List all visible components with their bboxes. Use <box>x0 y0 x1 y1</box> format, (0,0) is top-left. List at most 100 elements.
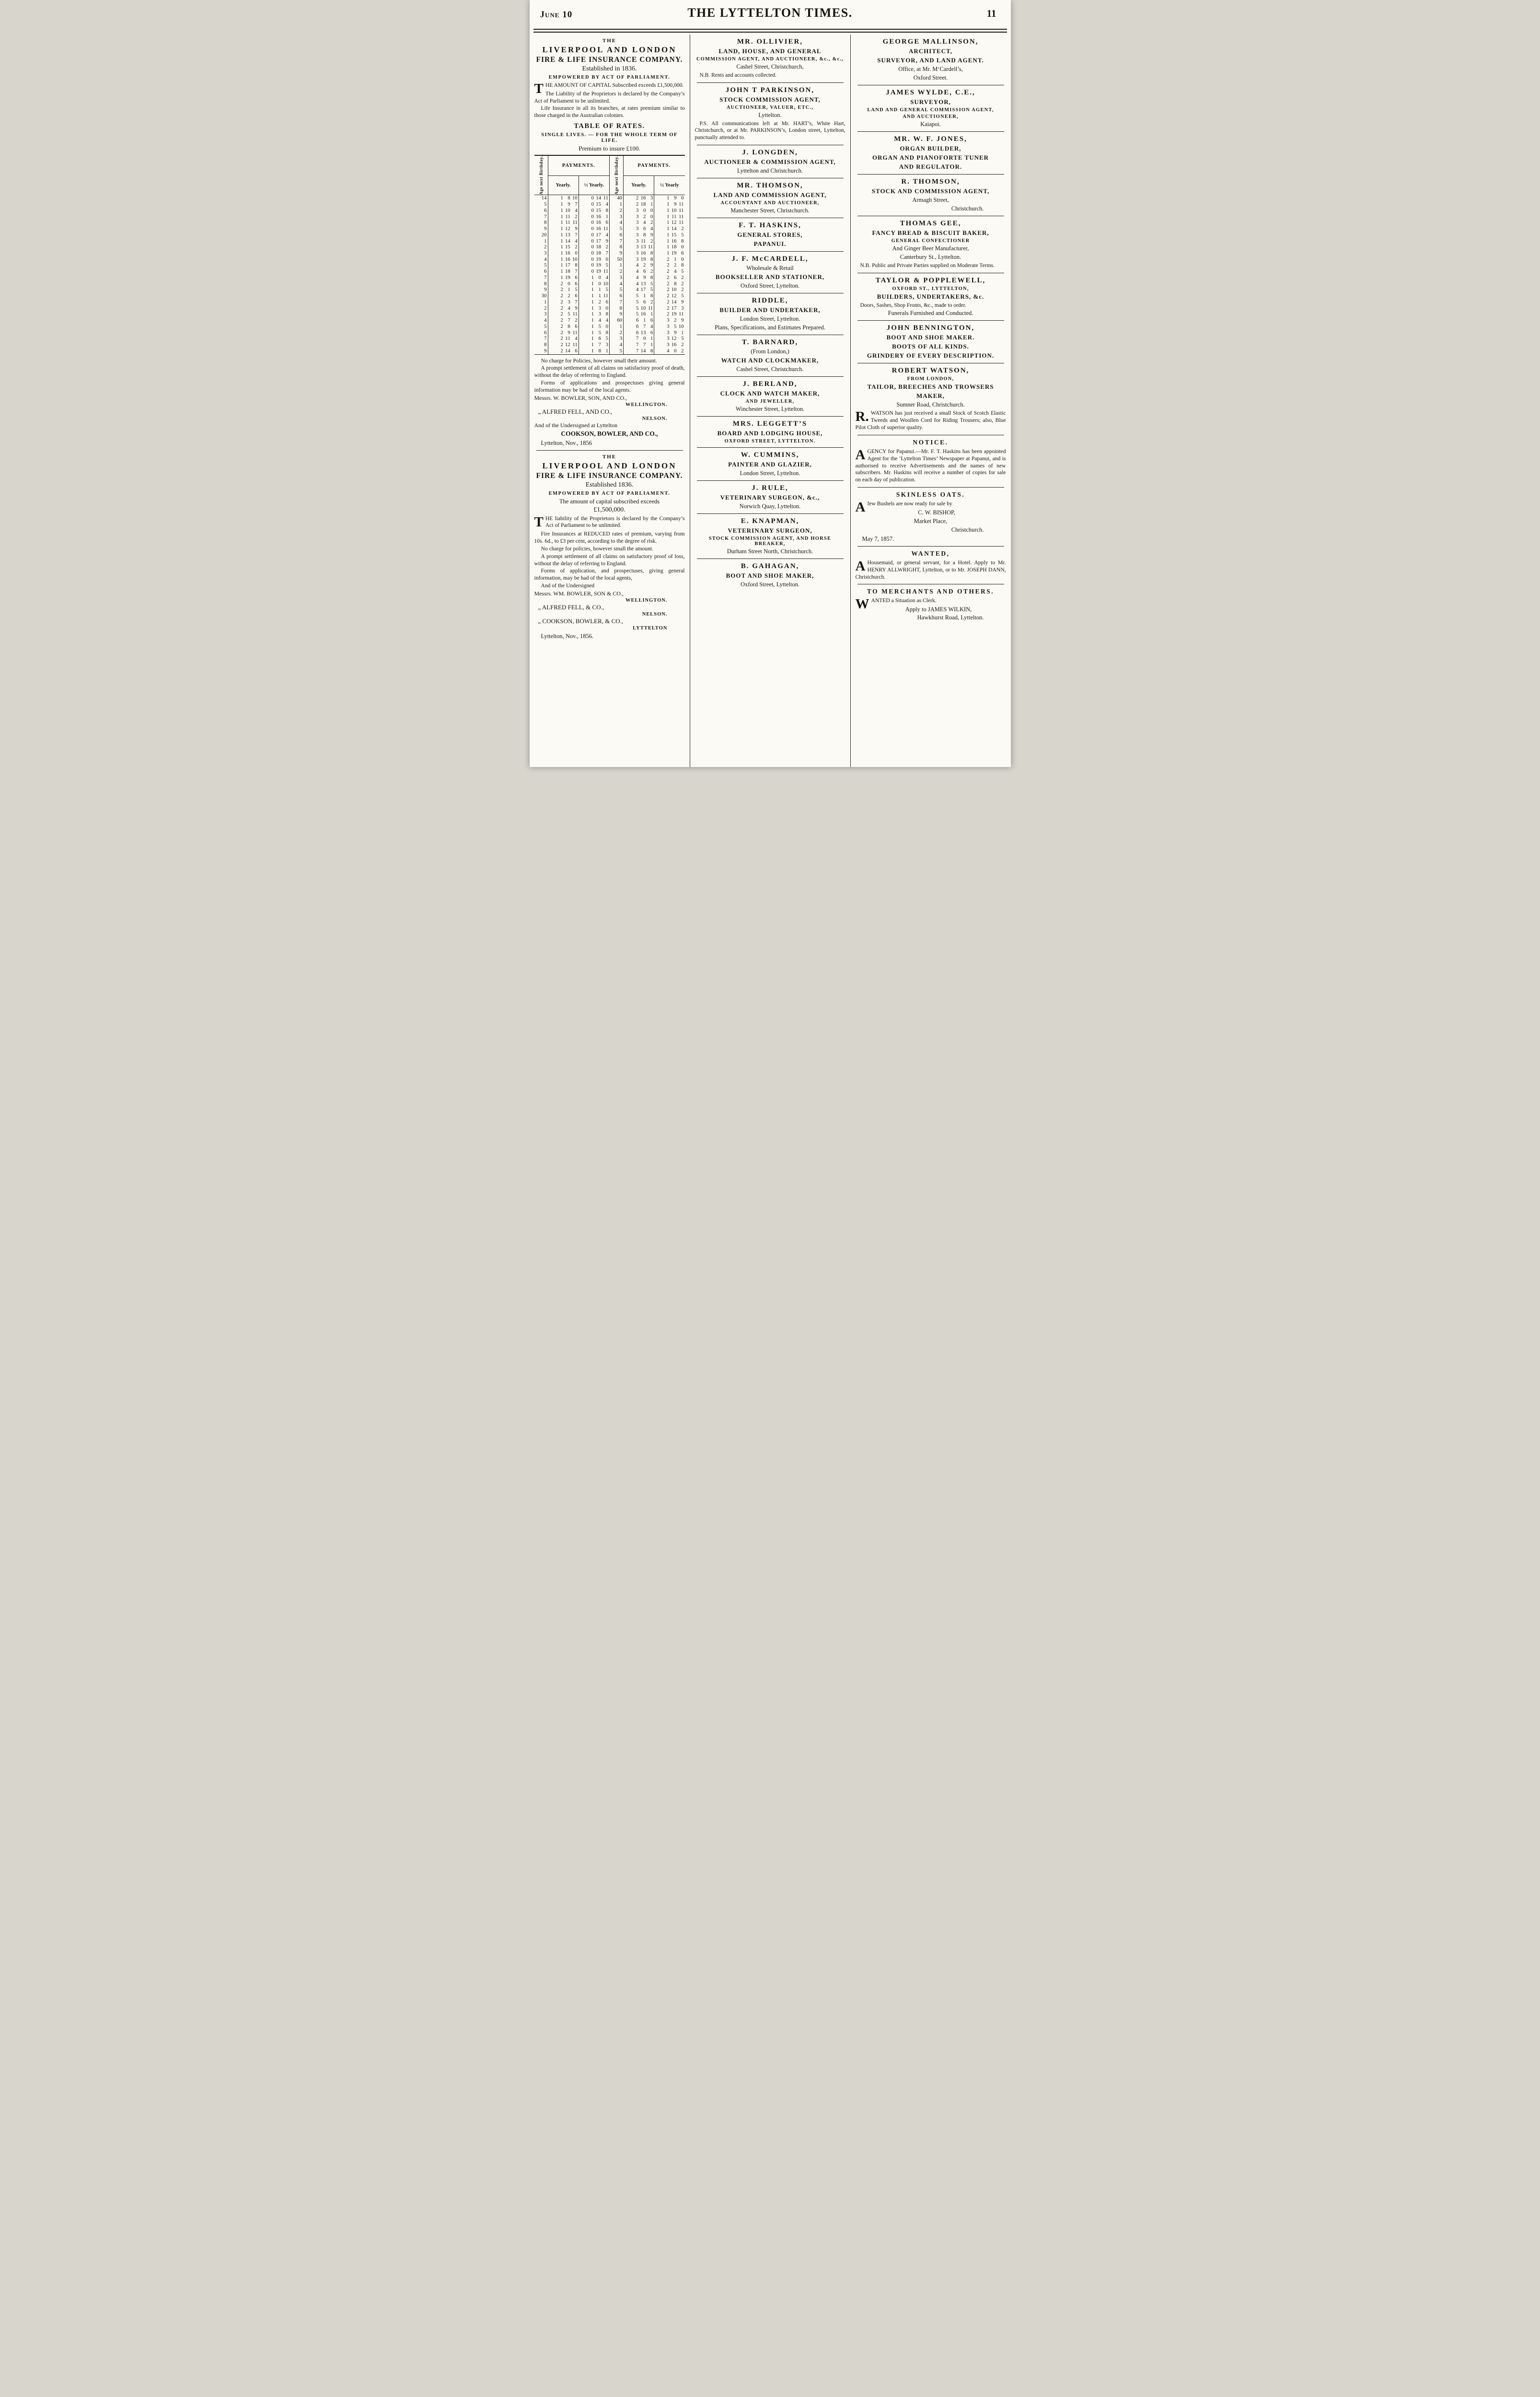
rates-cell: 1 14 2 <box>654 226 685 232</box>
rates-cell: 9 <box>609 311 624 318</box>
ad-line: Durham Street North, Christchurch. <box>727 547 813 555</box>
rates-cell: 1 10 11 <box>654 207 685 214</box>
rates-figure: 8 <box>650 250 653 256</box>
rates-figure: 2 <box>560 317 563 324</box>
rates-figure: 15 <box>671 232 677 238</box>
rates-cell: 6 <box>609 232 624 238</box>
rates-figure: 1 <box>591 280 594 287</box>
rates-figure: 8 <box>643 232 646 238</box>
rates-cell: 9 <box>544 348 547 354</box>
ad-line: Oxford Street. <box>913 74 948 81</box>
rates-figure: 16 <box>671 342 677 348</box>
ad-line: Winchester Street, Lyttelton. <box>735 405 805 412</box>
rates-cell: 3 13 11 <box>623 244 654 251</box>
ad-jones: MR. W. F. JONES, ORGAN BUILDER, ORGAN AND … <box>856 135 1006 171</box>
rates-figure: 3 <box>636 256 639 262</box>
ad-line: Established 1836. <box>585 481 634 489</box>
ad-line: And Ginger Beer Manufacturer, <box>892 245 969 252</box>
rates-cell: 1 18 0 <box>654 244 685 251</box>
rates-figure: 5 <box>598 323 602 329</box>
rates-cell: 2 18 1 <box>623 201 654 208</box>
ad-thomson-r: R. THOMSON, STOCK AND COMMISSION AGENT, Ar… <box>856 178 1006 212</box>
rates-cell: 30 <box>541 293 547 299</box>
ad-line: A Housemaid, or general servant, for a Ho… <box>855 558 1006 580</box>
rates-figure: 6 <box>605 220 609 226</box>
rates-figure: 3 <box>667 323 670 329</box>
rates-figure: 3 <box>567 299 570 305</box>
rates-figure: 3 <box>667 342 670 348</box>
ad-divider <box>857 320 1004 321</box>
ad-line: OXFORD ST., LYTTELTON, <box>892 286 969 291</box>
rates-figure: 1 <box>667 201 670 208</box>
rates-figure: 8 <box>650 293 653 299</box>
rates-figure: 2 <box>674 317 677 324</box>
rates-cell: 0 17 4 <box>578 232 610 238</box>
table-row: 1 1 14 4 0 17 9 7 3 11 2 1 16 8 <box>534 238 685 244</box>
rates-figure: 2 <box>567 293 570 299</box>
ad-line: AND JEWELLER, <box>745 398 795 404</box>
ad-line: T HE liability of the Proprietors is decl… <box>534 514 685 530</box>
page-title: THE LYTTELTON TIMES. <box>687 6 853 20</box>
ad-line: Office, at Mr. M‘Cardell’s, <box>898 66 963 72</box>
rates-cell: 1 18 7 <box>547 268 579 275</box>
ad-line: Kaiapoi. <box>920 121 941 128</box>
rates-figure: 19 <box>671 311 677 317</box>
rates-figure: 13 <box>640 280 646 287</box>
ad-line: „ ALFRED FELL, & CO., <box>538 603 604 611</box>
rates-figure: 2 <box>667 293 670 299</box>
table-row: 5 1 17 8 0 19 5 1 4 2 9 2 2 8 <box>534 262 685 269</box>
rates-cell: 1 14 4 <box>547 238 579 244</box>
rates-figure: 13 <box>640 244 646 250</box>
rates-figure: 1 <box>591 323 594 329</box>
rates-figure: 1 <box>560 213 563 220</box>
payments-header: PAYMENTS. <box>623 155 685 176</box>
ad-cummins: W. CUMMINS, PAINTER AND GLAZIER, London St… <box>695 451 845 477</box>
rates-figure: 8 <box>567 195 570 201</box>
rates-figure: 6 <box>575 293 578 299</box>
rates-figure: 8 <box>575 262 578 268</box>
ad-line: MAKER, <box>916 392 945 400</box>
rates-cell: 5 10 11 <box>623 305 654 312</box>
ad-line: Oxford Street, Lyttelton. <box>741 581 799 588</box>
rates-figure: 4 <box>667 348 670 354</box>
rates-figure: 2 <box>681 342 684 348</box>
rates-figure: 2 <box>650 238 653 244</box>
ad-line: And of the Undersigned at Lyttelton <box>534 421 618 429</box>
ad-line: LAND AND COMMISSION AGENT, <box>713 191 827 198</box>
rates-figure: 14 <box>565 348 570 354</box>
rates-figure: 17 <box>671 305 677 311</box>
table-row: 3 2 5 11 1 3 8 9 5 16 1 2 19 11 <box>534 311 685 318</box>
ad-line: Christchurch. <box>951 205 984 212</box>
rates-figure: 11 <box>672 213 677 220</box>
rates-figure: 14 <box>671 299 677 305</box>
rates-figure: 1 <box>650 201 653 208</box>
rates-figure: 3 <box>605 342 609 348</box>
rates-figure: 1 <box>591 342 594 348</box>
issue-date: June 10 <box>540 10 573 20</box>
rates-cell: 2 5 11 <box>547 311 579 318</box>
ad-line: The amount of capital subscribed exceeds <box>559 498 660 505</box>
ad-line: TAILOR, BREECHES AND TROWSERS <box>867 383 994 391</box>
rates-figure: 1 <box>560 195 563 201</box>
rates-figure: 1 <box>591 293 594 299</box>
rates-figure: 2 <box>560 336 563 342</box>
rates-figure: 0 <box>591 250 594 256</box>
ad-line: VETERINARY SURGEON, <box>728 526 812 534</box>
ad-line: (From London,) <box>751 348 789 355</box>
ad-line: SKINLESS OATS. <box>896 491 965 499</box>
rates-cell: 9 <box>544 287 547 293</box>
ad-line: J. RULE, <box>752 484 788 492</box>
ad-line: LAND AND GENERAL COMMISSION AGENT, <box>867 107 994 113</box>
drop-cap: A <box>855 500 866 515</box>
ad-line: Norwich Quay, Lyttelton. <box>739 502 801 510</box>
rates-figure: 3 <box>667 329 670 336</box>
